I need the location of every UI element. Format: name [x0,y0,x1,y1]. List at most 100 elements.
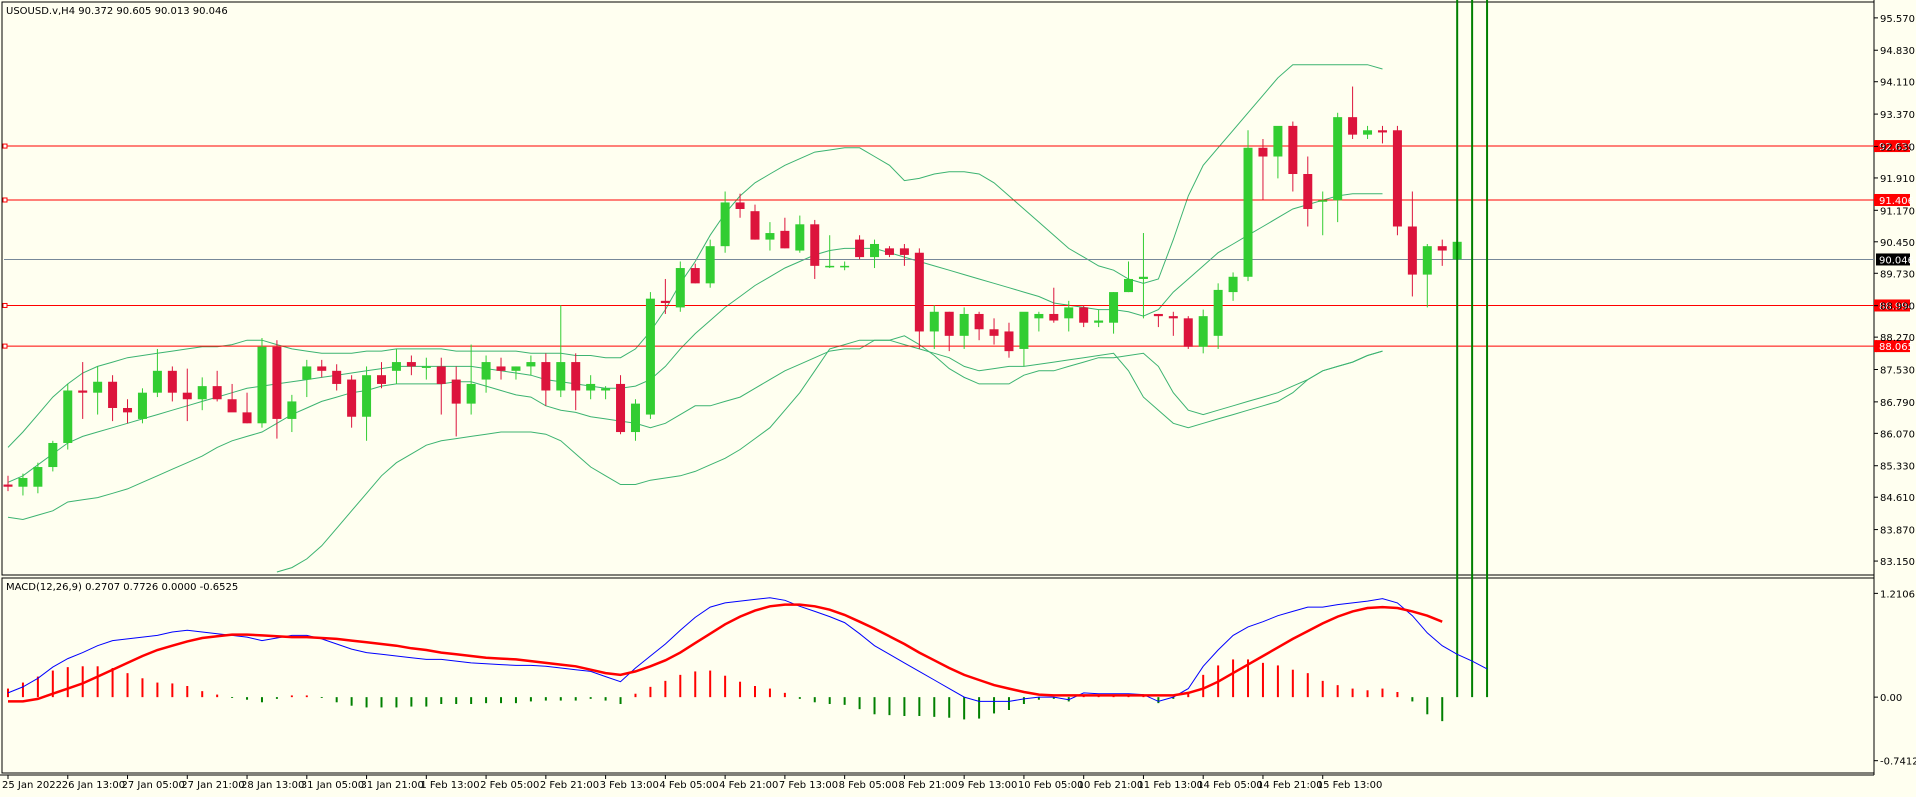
candle-bearish [1168,316,1178,319]
price-tick-label: 95.570 [1880,14,1915,25]
candle-bullish [511,366,521,371]
price-tick-label: 86.790 [1880,398,1915,409]
candle-bearish [1392,130,1402,227]
candle-bullish [795,224,805,251]
price-level-label: 88.065 [1879,342,1914,353]
candle-bearish [855,239,865,258]
candle-bearish [377,375,386,384]
price-level-label: 92.639 [1879,142,1914,153]
price-axis: 95.570 94.830 94.110 93.370 92.630 91.910 91.1… [1874,14,1915,568]
candle-bearish [496,366,506,371]
candle-bullish [1363,130,1373,135]
candles [3,86,1462,496]
candle-bearish [541,362,551,391]
candle-bearish [780,230,790,249]
candle-bullish [1243,147,1253,277]
candle-bullish [362,375,372,417]
price-level-anchor [2,343,8,349]
price-level-anchor [2,197,8,203]
candle-bullish [601,388,611,391]
horizontal-lines: 92.639 91.406 88.994 88.065 90.046 [2,140,1914,353]
price-tick-label: 83.870 [1880,526,1915,537]
price-tick-label: 91.910 [1880,174,1915,185]
candle-bullish [257,346,267,424]
candle-bullish [526,362,536,367]
candle-bullish [705,246,715,284]
price-level-tag [1876,299,1910,312]
candle-bearish [1377,130,1387,133]
candle-bullish [1109,292,1119,323]
candle-bullish [1213,289,1223,336]
candle-bearish [1348,117,1358,135]
candle-bullish [959,313,969,336]
time-tick-label: 8 Feb 21:00 [898,780,957,791]
time-tick-label: 31 Jan 21:00 [361,780,424,791]
candle-bearish [1079,307,1089,323]
candle-bullish [645,298,655,415]
candle-bearish [884,248,894,255]
candle-bullish [48,442,58,468]
price-level-tag-arrow [1874,193,1877,206]
price-level-tag [1876,340,1910,353]
candle-bearish [735,202,745,209]
current-price-tag [1876,253,1910,266]
candle-bearish [167,370,177,393]
candle-bearish [78,390,88,393]
candle-bullish [675,268,685,308]
candle-bearish [690,268,700,284]
time-tick-label: 31 Jan 05:00 [301,780,364,791]
time-tick-label: 2 Feb 05:00 [480,780,539,791]
candle-bearish [944,311,954,336]
window-title: USOUSD.v,H4 90.372 90.605 90.013 90.046 [6,6,228,17]
time-tick-label: 4 Feb 21:00 [719,780,778,791]
price-tick-label: 84.610 [1880,493,1915,504]
candle-bearish [750,211,760,240]
time-tick-label: 2 Feb 21:00 [540,780,599,791]
candle-bullish [586,383,596,391]
time-tick-label: 11 Feb 13:00 [1137,780,1203,791]
candle-bullish [466,383,476,404]
candle-bullish [287,401,297,419]
band-lower-outer [276,339,1383,573]
candle-bearish [1407,226,1417,275]
price-tick-label: 91.170 [1880,206,1915,217]
candle-bullish [302,366,312,380]
time-tick-label: 28 Jan 13:00 [241,780,304,791]
time-tick-label: 27 Jan 21:00 [181,780,244,791]
candle-bullish [765,233,775,240]
candle-bearish [1288,125,1298,175]
candle-bearish [660,300,670,304]
candle-bullish [840,265,850,268]
candle-bullish [391,362,401,371]
candle-bearish [123,407,133,413]
candle-bearish [1303,174,1313,209]
candle-bearish [406,362,416,367]
candle-bearish [1153,313,1163,317]
macd-title: MACD(12,26,9) 0.2707 0.7726 0.0000 -0.65… [6,582,238,593]
candle-bullish [93,381,103,393]
candle-bullish [1422,246,1432,275]
macd-line [7,597,1488,702]
time-tick-label: 9 Feb 13:00 [958,780,1017,791]
candle-bullish [825,265,835,268]
candle-bullish [152,370,162,393]
price-tick-label: 85.330 [1880,462,1915,473]
candle-bullish [1064,307,1074,319]
price-level-anchor [2,143,8,149]
candle-bearish [108,381,118,408]
candle-bearish [212,386,222,400]
time-tick-label: 14 Feb 05:00 [1197,780,1263,791]
candle-bearish [899,248,909,255]
candle-bearish [914,252,924,332]
price-tick-label: 90.450 [1880,238,1915,249]
candle-bullish [870,243,880,258]
price-tick-label: 93.370 [1880,110,1915,121]
candle-bearish [242,412,252,424]
time-tick-label: 10 Feb 21:00 [1078,780,1144,791]
candle-bullish [1034,313,1044,319]
candle-bullish [1094,320,1104,323]
price-tick-label: 83.150 [1880,557,1915,568]
